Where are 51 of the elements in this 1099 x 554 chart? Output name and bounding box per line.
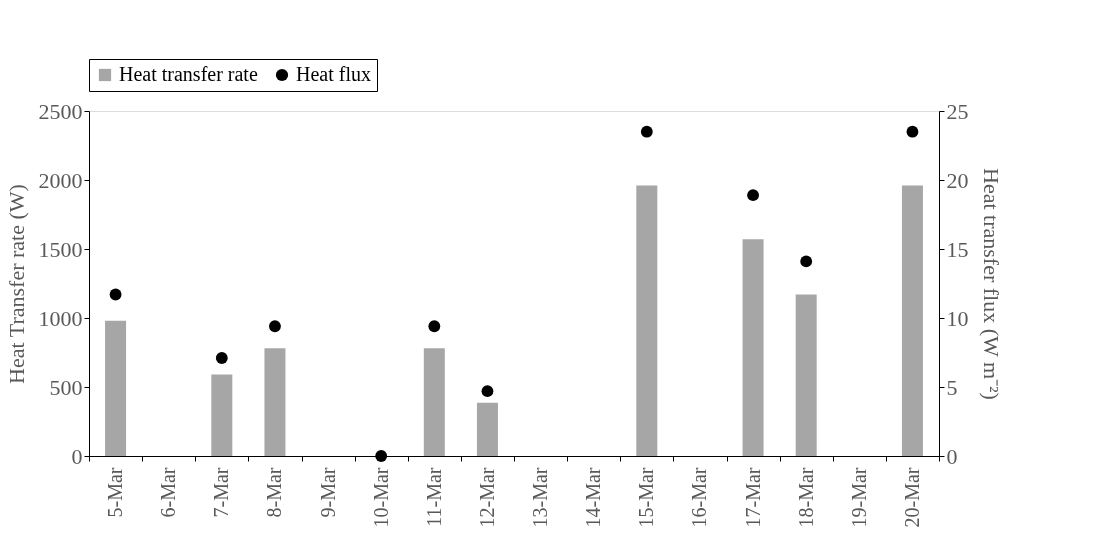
x-tick-label: 14-Mar [582, 467, 605, 528]
legend-label: Heat flux [296, 63, 371, 85]
point [375, 450, 388, 462]
point [428, 320, 441, 333]
point [215, 352, 228, 364]
y-tick-label: 2000 [38, 167, 83, 193]
point [800, 255, 813, 268]
y-axis-title: Heat Transfer rate (W) [3, 184, 29, 384]
x-tick-label: 8-Mar [263, 467, 286, 518]
x-tick-label: 15-Mar [635, 467, 658, 528]
x-tick-label: 6-Mar [157, 467, 180, 518]
bar [105, 320, 127, 456]
point [747, 189, 759, 202]
point [269, 320, 281, 333]
y-tick-label: 1000 [38, 305, 83, 331]
x-tick-label: 9-Mar [316, 467, 339, 518]
y-tick-label: 500 [49, 374, 83, 400]
y2-tick-label: 0 [946, 443, 958, 469]
bar [264, 348, 286, 456]
x-tick-label: 12-Mar [475, 467, 498, 528]
bar [636, 185, 658, 456]
x-tick-label: 20-Mar [900, 467, 923, 528]
y2-tick-label: 15 [946, 236, 969, 262]
legend-label: Heat transfer rate [119, 63, 258, 85]
point [906, 125, 919, 138]
point [109, 288, 122, 301]
y-tick-label: 0 [71, 443, 83, 469]
y2-tick-label: 25 [946, 98, 969, 124]
y-tick-label: 2500 [38, 98, 83, 124]
x-tick-label: 17-Mar [741, 467, 764, 528]
x-tick-label: 10-Mar [369, 467, 392, 528]
x-tick-label: 7-Mar [210, 467, 233, 518]
x-tick-label: 13-Mar [529, 467, 552, 528]
bar [476, 402, 498, 456]
bar [742, 239, 764, 456]
bar [901, 185, 923, 456]
y2-tick-label: 20 [946, 167, 969, 193]
y-tick-label: 1500 [38, 236, 83, 262]
bar [211, 374, 233, 456]
y2-axis-title: Heat transfer flux (W m⁻²) [978, 168, 1004, 400]
y2-tick-label: 5 [946, 374, 958, 400]
y2-tick-label: 10 [946, 305, 969, 331]
point [640, 125, 653, 138]
bar [423, 348, 445, 456]
x-tick-label: 5-Mar [104, 467, 127, 518]
x-tick-label: 11-Mar [422, 467, 445, 527]
x-tick-label: 16-Mar [688, 467, 711, 528]
x-tick-label: 18-Mar [794, 467, 817, 528]
x-tick-label: 19-Mar [847, 467, 870, 528]
point [481, 385, 494, 398]
bar [795, 294, 817, 456]
